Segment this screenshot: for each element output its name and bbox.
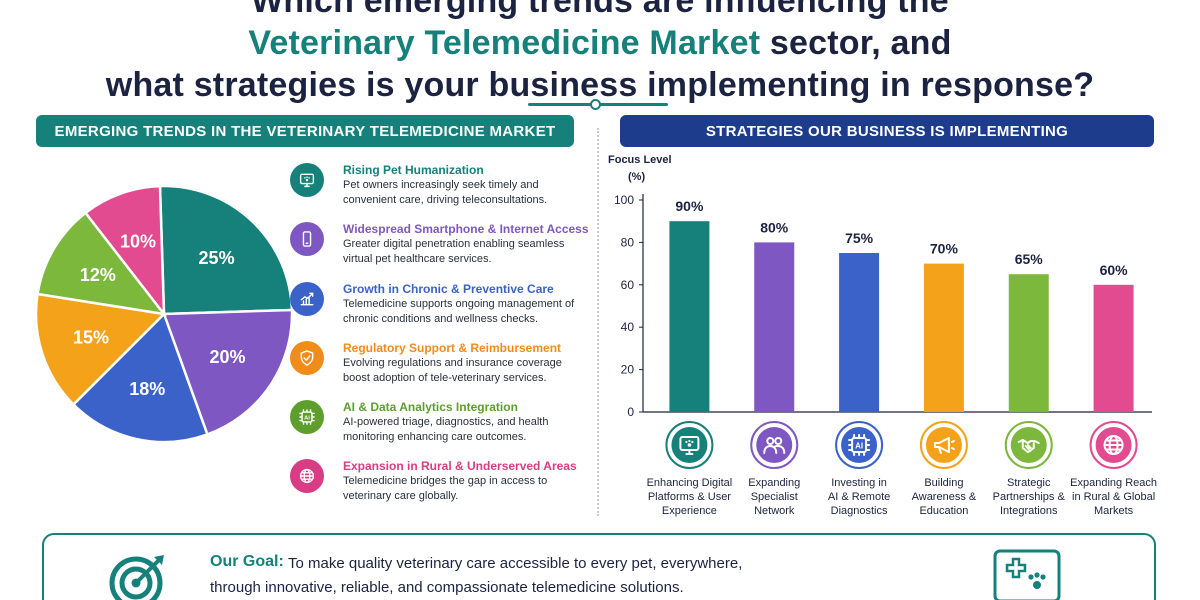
pie-slice-label: 20% [210,347,246,367]
trends-pie-chart: 25% 20% 18% 15% 12% 10% [30,180,298,448]
goal-text-line-2: through innovative, reliable, and compas… [210,579,684,596]
bar-value-label: 75% [845,230,874,246]
trend-title: Widespread Smartphone & Internet Access [343,222,589,236]
trend-item: Regulatory Support & Reimbursement Evolvi… [290,341,590,397]
trends-banner: EMERGING TRENDS IN THE VETERINARY TELEME… [36,115,574,147]
pie-slice [83,184,166,318]
x-category-label: Expanding Specialist Network [748,477,800,517]
growth-chart-icon [290,282,324,316]
y-tick-label: 20 [621,363,635,377]
handshake-icon [1004,421,1053,469]
smartphone-icon [290,222,324,256]
monitor-pet-icon [665,421,714,469]
svg-text:AI: AI [304,415,310,421]
target-icon [109,555,164,600]
globe-icon [1089,421,1138,469]
y-tick-label: 80 [621,235,635,249]
ai-chip-icon: AI [835,421,884,469]
headline-line-1: Which emerging trends are influencing th… [251,0,949,20]
pie-slice [71,311,209,444]
y-tick-label: 40 [621,320,635,334]
bar-value-label: 70% [930,241,959,257]
trend-title: Rising Pet Humanization [343,163,484,177]
trend-description: AI-powered triage, diagnostics, and heal… [343,416,549,443]
headline-line-2-rest: sector, and [760,24,952,62]
x-category-label: Investing in AI & Remote Diagnostics [828,477,890,517]
pie-slice-label: 25% [199,248,235,268]
pie-slice [36,211,167,316]
headline-line-2: Veterinary Telemedicine Market sector, a… [0,22,1200,64]
pie-slice-label: 10% [120,232,156,252]
pie-svg: 25% 20% 18% 15% 12%10% [34,184,294,444]
trend-description: Pet owners increasingly seek timely and … [343,179,548,206]
trend-item: Rising Pet Humanization Pet owners increa… [290,163,590,219]
trend-title: AI & Data Analytics Integration [343,400,518,414]
y-tick-label: 100 [614,193,634,207]
bar [839,253,880,412]
trend-item: Growth in Chronic & Preventive Care Telem… [290,282,590,338]
bar [1093,284,1134,412]
bar-value-label: 65% [1015,251,1044,267]
pie-slice-label: 18% [129,379,165,399]
x-category-label: Strategic Partnerships & Integrations [993,477,1066,517]
bar [923,263,964,412]
trend-description: Telemedicine bridges the gap in access t… [343,475,548,502]
pie-slice [34,292,167,407]
globe-icon [290,459,324,493]
trend-description: Telemedicine supports ongoing management… [343,298,575,325]
bar-value-label: 90% [675,198,704,214]
pie-slice [158,184,294,316]
headline-highlight: Veterinary Telemedicine Market [248,24,761,62]
bar [754,242,795,412]
bar-value-label: 80% [760,219,789,235]
headline-line-3: what strategies is your business impleme… [105,66,1095,104]
y-axis-unit: (%) [628,171,645,183]
bar-value-label: 60% [1100,262,1129,278]
x-category-label: Enhancing Digital Platforms & User Experie… [647,477,733,517]
strategies-bar-chart: Focus Level (%) 0 20 40 60 80 100 90% Enhancing D… [600,150,1160,520]
trend-title: Expansion in Rural & Underserved Areas [343,459,577,473]
y-axis-title: Focus Level [608,154,672,166]
trend-title: Growth in Chronic & Preventive Care [343,282,554,296]
trend-title: Regulatory Support & Reimbursement [343,341,562,355]
ai-chip-icon: AI [290,400,324,434]
people-icon [750,421,799,469]
trend-item: AI AI & Data Analytics Integration AI-powe… [290,400,590,456]
headline: Which emerging trends are influencing th… [0,0,1200,106]
title-underline-dot [590,99,601,110]
trend-description: Greater digital penetration enabling sea… [343,238,565,265]
svg-text:AI: AI [855,442,863,451]
bar [669,221,710,412]
section-divider [597,128,599,516]
shield-check-icon [290,341,324,375]
x-category-label: Expanding Reach in Rural & Global Markets [1070,477,1157,517]
pie-slice-label: 15% [73,328,109,348]
strategies-banner: STRATEGIES OUR BUSINESS IS IMPLEMENTING [620,115,1154,147]
goal-box: Our Goal: To make quality veterinary car… [42,533,1156,600]
y-tick-label: 60 [621,278,635,292]
trend-item: Expansion in Rural & Underserved Areas Te… [290,459,590,515]
pie-slice [162,308,294,437]
monitor-pet-icon [290,163,324,197]
x-category-label: Building Awareness & Education [912,477,977,517]
goal-text-line-1: To make quality veterinary care accessib… [288,555,743,572]
y-tick-label: 0 [627,405,634,419]
trend-description: Evolving regulations and insurance cover… [343,357,562,384]
pie-slice-label: 12% [80,265,116,285]
laptop-pet-icon [993,549,1061,600]
bar-svg: Focus Level (%) 0 20 40 60 80 100 90% Enhancing D… [608,154,1157,517]
goal-title: Our Goal: [210,553,284,570]
bar [1008,274,1049,412]
megaphone-icon [919,421,968,469]
trend-item: Widespread Smartphone & Internet Access G… [290,222,590,278]
